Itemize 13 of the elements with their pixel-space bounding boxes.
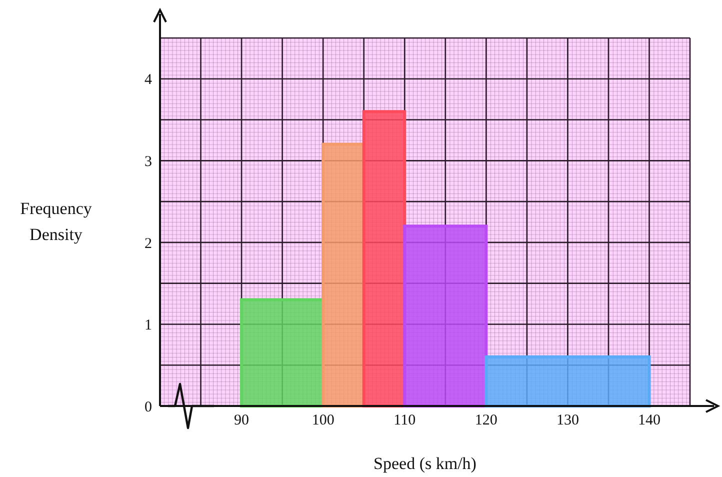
x-tick-label: 100 <box>312 412 334 429</box>
x-tick-label: 110 <box>394 412 416 429</box>
y-axis-title: Frequency Density <box>20 199 92 244</box>
x-tick-label: 120 <box>474 412 498 429</box>
y-tick-label: 4 <box>144 72 152 88</box>
x-tick-label: 140 <box>638 412 660 429</box>
x-tick-label: 90 <box>234 412 250 429</box>
y-tick-label: 2 <box>144 236 152 252</box>
y-tick-label: 3 <box>144 154 152 170</box>
x-axis-title: Speed (s km/h) <box>374 454 476 473</box>
x-tick-label: 130 <box>556 412 579 429</box>
y-tick-label: 0 <box>144 399 152 416</box>
y-tick-label: 1 <box>144 318 152 334</box>
